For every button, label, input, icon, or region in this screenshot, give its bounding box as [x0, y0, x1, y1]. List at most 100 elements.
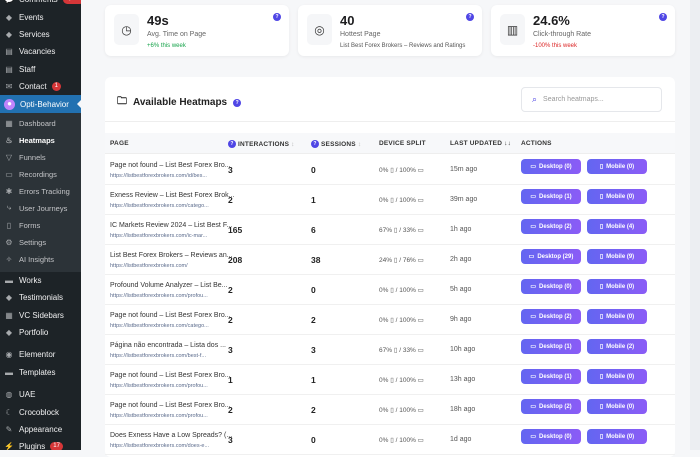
sessions-count: 3	[311, 345, 316, 355]
mobile-icon: ▯	[393, 347, 398, 354]
page-url[interactable]: https://listbestforexbrokers.com/best-f.…	[110, 353, 206, 359]
stat-subtext: List Best Forex Brokers – Reviews and Ra…	[340, 43, 466, 49]
button-label: Desktop (2)	[539, 403, 572, 410]
sidebar-item-portfolio[interactable]: ◆ Portfolio	[0, 324, 81, 341]
mobile-percent: 0%	[379, 197, 389, 204]
sidebar-item-label: Forms	[19, 220, 41, 230]
view-mobile-heatmap-button[interactable]: ▯ Mobile (0)	[587, 369, 647, 384]
flame-icon: ♨	[5, 135, 13, 145]
view-desktop-heatmap-button[interactable]: ▭ Desktop (0)	[521, 279, 581, 294]
last-updated: 1h ago	[450, 226, 472, 233]
page-url[interactable]: https://listbestforexbrokers.com/id/bes.…	[110, 173, 207, 179]
sidebar-item-testimonials[interactable]: ◆ Testimonials	[0, 289, 81, 306]
sidebar-item-elementor[interactable]: ◉ Elementor	[0, 346, 81, 363]
col-page[interactable]: PAGE	[110, 140, 129, 147]
sidebar-item-vacancies[interactable]: ▤ Vacancies	[0, 43, 81, 60]
view-desktop-heatmap-button[interactable]: ▭ Desktop (1)	[521, 369, 581, 384]
page-title: Does Exness Have a Low Spreads? (...	[110, 432, 233, 439]
sidebar-item-vc-sidebars[interactable]: ▦ VC Sidebars	[0, 307, 81, 324]
view-mobile-heatmap-button[interactable]: ▯ Mobile (0)	[587, 279, 647, 294]
help-icon[interactable]: ?	[228, 140, 236, 148]
page-url[interactable]: https://listbestforexbrokers.com/does-e.…	[110, 443, 210, 449]
view-mobile-heatmap-button[interactable]: ▯ Mobile (9)	[587, 249, 647, 264]
sidebar-item-errors-tracking[interactable]: ✱ Errors Tracking	[0, 183, 81, 200]
page-url[interactable]: https://listbestforexbrokers.com/catego.…	[110, 323, 209, 329]
sidebar-item-crocoblock[interactable]: ☾ Crocoblock	[0, 403, 81, 420]
help-icon[interactable]: ?	[233, 98, 242, 107]
sidebar-item-uae[interactable]: ◍ UAE	[0, 386, 81, 403]
view-desktop-heatmap-button[interactable]: ▭ Desktop (1)	[521, 339, 581, 354]
sidebar-item-events[interactable]: ◆ Events	[0, 8, 81, 25]
page-url[interactable]: https://listbestforexbrokers.com/profou.…	[110, 383, 208, 389]
view-desktop-heatmap-button[interactable]: ▭ Desktop (2)	[521, 309, 581, 324]
button-label: Desktop (1)	[539, 343, 572, 350]
button-label: Mobile (0)	[606, 193, 635, 200]
col-interactions[interactable]: ? INTERACTIONS ↕	[228, 140, 295, 148]
last-updated: 15m ago	[450, 166, 478, 173]
view-desktop-heatmap-button[interactable]: ▭ Desktop (2)	[521, 399, 581, 414]
help-icon[interactable]: ?	[659, 13, 667, 21]
button-label: Desktop (2)	[539, 313, 572, 320]
sidebar-item-label: Elementor	[19, 350, 56, 360]
help-icon[interactable]: ?	[311, 140, 319, 148]
view-mobile-heatmap-button[interactable]: ▯ Mobile (0)	[587, 159, 647, 174]
col-last-updated[interactable]: LAST UPDATED ↓↓	[450, 140, 511, 147]
view-desktop-heatmap-button[interactable]: ▭ Desktop (1)	[521, 189, 581, 204]
view-mobile-heatmap-button[interactable]: ▯ Mobile (2)	[587, 339, 647, 354]
sidebar-item-label: Appearance	[19, 425, 63, 435]
sidebar-item-staff[interactable]: ▤ Staff	[0, 61, 81, 78]
sidebar-item-ai-insights[interactable]: ✧ AI Insights	[0, 251, 81, 268]
search-placeholder: Search heatmaps...	[543, 96, 604, 103]
sidebar-item-plugins[interactable]: ⚡ Plugins 17	[0, 438, 81, 450]
view-desktop-heatmap-button[interactable]: ▭ Desktop (0)	[521, 159, 581, 174]
view-mobile-heatmap-button[interactable]: ▯ Mobile (0)	[587, 399, 647, 414]
sidebar-item-heatmaps[interactable]: ♨ Heatmaps	[0, 132, 81, 149]
view-mobile-heatmap-button[interactable]: ▯ Mobile (0)	[587, 429, 647, 444]
sidebar-item-services[interactable]: ◆ Services	[0, 26, 81, 43]
sidebar-item-user-journeys[interactable]: ⤷ User Journeys	[0, 200, 81, 217]
desktop-icon: ▭	[417, 227, 424, 234]
sidebar-item-contact[interactable]: ✉ Contact 1	[0, 78, 81, 95]
button-label: Mobile (0)	[606, 373, 635, 380]
help-icon[interactable]: ?	[273, 13, 281, 21]
sidebar-item-templates[interactable]: ▬ Templates	[0, 364, 81, 381]
sidebar-item-funnels[interactable]: ▽ Funnels	[0, 149, 81, 166]
sidebar-item-appearance[interactable]: ✎ Appearance	[0, 421, 81, 438]
button-label: Mobile (0)	[606, 163, 635, 170]
sidebar-item-works[interactable]: ▬ Works	[0, 272, 81, 289]
view-mobile-heatmap-button[interactable]: ▯ Mobile (4)	[587, 219, 647, 234]
stat-value: 49s	[147, 13, 169, 28]
page-url[interactable]: https://listbestforexbrokers.com/ic-mar.…	[110, 233, 208, 239]
page-url[interactable]: https://listbestforexbrokers.com/	[110, 263, 188, 269]
sidebar-item-opti-behavior[interactable]: ● Opti-Behavior	[0, 95, 81, 113]
view-desktop-heatmap-button[interactable]: ▭ Desktop (2)	[521, 219, 581, 234]
sidebar-item-label: Plugins	[19, 442, 46, 450]
route-icon: ⤷	[6, 203, 12, 213]
table-header: PAGE ? INTERACTIONS ↕ ? SESSIONS ↕ DEVICE SP…	[105, 133, 675, 154]
interactions-count: 1	[228, 375, 233, 385]
page-url[interactable]: https://listbestforexbrokers.com/catego.…	[110, 203, 209, 209]
desktop-percent: 100%	[399, 197, 416, 204]
sidebar-item-label: Crocoblock	[19, 407, 60, 417]
page-url[interactable]: https://listbestforexbrokers.com/profou.…	[110, 413, 208, 419]
sessions-count: 2	[311, 315, 316, 325]
sidebar-item-dashboard[interactable]: ▦ Dashboard	[0, 115, 81, 132]
view-desktop-heatmap-button[interactable]: ▭ Desktop (29)	[521, 249, 581, 264]
help-icon[interactable]: ?	[466, 13, 474, 21]
last-updated: 5h ago	[450, 286, 472, 293]
plugin-icon: ⚡	[4, 442, 14, 450]
view-desktop-heatmap-button[interactable]: ▭ Desktop (0)	[521, 429, 581, 444]
sidebar-item-label: Errors Tracking	[19, 186, 70, 196]
page-url[interactable]: https://listbestforexbrokers.com/profou.…	[110, 293, 208, 299]
view-mobile-heatmap-button[interactable]: ▯ Mobile (0)	[587, 189, 647, 204]
search-input[interactable]: ⌕ Search heatmaps...	[521, 87, 662, 112]
sidebar-item-recordings[interactable]: ▭ Recordings	[0, 166, 81, 183]
sidebar-item-comments[interactable]: 💬 Comments 1,013	[0, 0, 81, 8]
video-icon: ▭	[5, 169, 13, 179]
sessions-count: 0	[311, 165, 316, 175]
sidebar-item-settings[interactable]: ⚙ Settings	[0, 234, 81, 251]
view-mobile-heatmap-button[interactable]: ▯ Mobile (0)	[587, 309, 647, 324]
last-updated: 9h ago	[450, 316, 472, 323]
col-sessions[interactable]: ? SESSIONS ↕	[311, 140, 361, 148]
sidebar-item-forms[interactable]: ▯ Forms	[0, 217, 81, 234]
